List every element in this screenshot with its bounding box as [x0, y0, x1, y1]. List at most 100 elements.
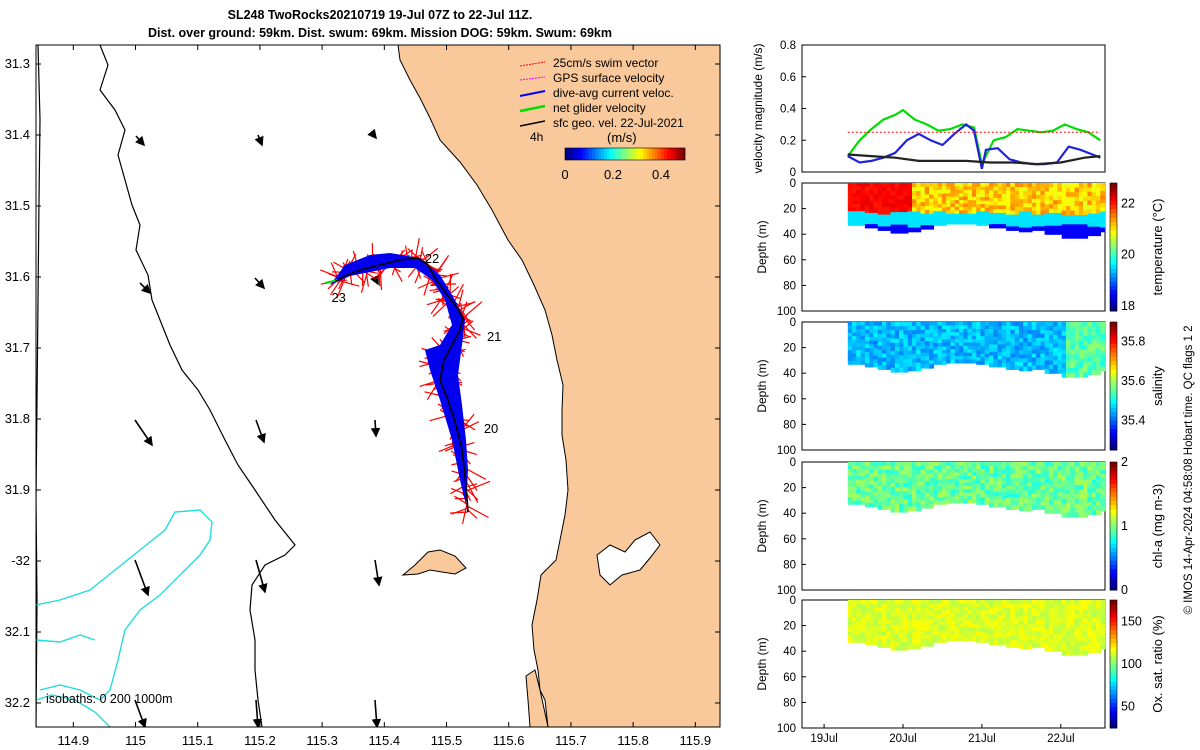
heatmap-cell	[1057, 625, 1063, 631]
heatmap-cell	[1023, 478, 1029, 483]
heatmap-cell	[1036, 329, 1042, 335]
heatmap-cell	[1074, 627, 1080, 633]
depth-ytick: 100	[777, 306, 796, 318]
heatmap-cell	[1096, 231, 1101, 237]
heatmap-cell	[877, 329, 883, 335]
heatmap-cell	[864, 629, 870, 635]
heatmap-cell	[1061, 331, 1067, 337]
heatmap-cell	[1070, 471, 1076, 477]
heatmap-cell	[950, 620, 956, 625]
heatmap-cell	[1036, 333, 1042, 339]
heatmap-cell	[993, 212, 999, 218]
heatmap-cell	[1014, 357, 1020, 362]
swim-vector	[453, 283, 464, 304]
heatmap-cell	[852, 621, 857, 626]
heatmap-cell	[1061, 215, 1067, 221]
heatmap-cell	[1053, 646, 1059, 652]
heatmap-cell	[1057, 646, 1063, 652]
heatmap-cell	[1031, 505, 1037, 510]
heatmap-cell	[993, 344, 999, 349]
heatmap-cell	[860, 631, 866, 636]
heatmap-cell	[1010, 206, 1016, 212]
heatmap-cell	[950, 193, 956, 198]
heatmap-cell	[860, 610, 866, 615]
depth-ytick: 60	[783, 534, 796, 546]
heatmap-cell	[984, 221, 990, 226]
heatmap-cell	[877, 337, 883, 343]
heatmap-cell	[980, 322, 986, 327]
heatmap-cell	[1044, 351, 1050, 357]
heatmap-cell	[1010, 337, 1016, 343]
heatmap-cell	[1057, 496, 1063, 501]
heatmap-cell	[1057, 195, 1063, 201]
heatmap-cell	[963, 465, 969, 470]
heatmap-cell	[1036, 226, 1042, 231]
heatmap-cell	[886, 353, 892, 359]
heatmap-cell	[903, 482, 909, 488]
heatmap-cell	[1001, 495, 1007, 500]
heatmap-cell	[1074, 363, 1080, 369]
heatmap-cell	[907, 183, 913, 188]
heatmap-cell	[976, 628, 982, 633]
heatmap-cell	[929, 206, 935, 211]
heatmap-cell	[929, 500, 935, 505]
heatmap-cell	[873, 465, 879, 470]
heatmap-cell	[1006, 643, 1012, 648]
heatmap-cell	[1074, 484, 1080, 491]
geo-velocity-arrow	[255, 559, 268, 594]
heatmap-cell	[1100, 636, 1106, 642]
heatmap-cell	[1027, 604, 1033, 609]
heatmap-cell	[1031, 365, 1037, 370]
heatmap-cell	[1010, 333, 1016, 339]
heatmap-cell	[959, 603, 964, 608]
heatmap-cell	[941, 204, 947, 209]
heatmap-cell	[852, 479, 857, 484]
heatmap-cell	[924, 190, 930, 196]
heatmap-cell	[877, 607, 883, 613]
heatmap-cell	[869, 183, 875, 188]
heatmap-cell	[980, 614, 986, 619]
heatmap-cell	[993, 465, 999, 470]
heatmap-cell	[997, 622, 1003, 627]
heatmap-cell	[920, 465, 926, 471]
heatmap-cell	[1031, 222, 1037, 227]
heatmap-cell	[1066, 349, 1071, 355]
heatmap-cell	[967, 332, 973, 337]
lon-tick-label: 115.7	[555, 733, 587, 748]
heatmap-cell	[1040, 623, 1046, 629]
heatmap-cell	[997, 607, 1003, 612]
heatmap-cell	[993, 626, 999, 631]
heatmap-cell	[967, 623, 973, 628]
heatmap-cell	[1048, 634, 1054, 639]
heatmap-cell	[1040, 349, 1046, 355]
heatmap-cell	[894, 359, 900, 365]
heatmap-cell	[894, 224, 900, 230]
heatmap-cell	[852, 462, 857, 467]
heatmap-cell	[980, 631, 986, 636]
heatmap-cell	[1027, 199, 1033, 204]
heatmap-cell	[1087, 479, 1093, 485]
heatmap-cell	[950, 485, 956, 490]
heatmap-cell	[856, 183, 862, 188]
heatmap-cell	[1091, 200, 1097, 206]
heatmap-cell	[1027, 600, 1033, 605]
heatmap-cell	[864, 355, 870, 360]
heatmap-cell	[1044, 204, 1050, 210]
heatmap-cell	[1083, 462, 1089, 468]
heatmap-cell	[1019, 490, 1024, 496]
heatmap-cell	[1091, 488, 1097, 494]
legend-current-velocity: dive-avg current veloc.	[519, 86, 674, 100]
heatmap-cell	[1070, 344, 1076, 351]
heatmap-cell	[916, 211, 922, 217]
heatmap-cell	[1027, 358, 1033, 364]
heatmap-cell	[933, 462, 939, 467]
heatmap-cell	[1100, 632, 1106, 638]
heatmap-cell	[1001, 205, 1007, 210]
heatmap-cell	[1070, 475, 1076, 481]
heatmap-cell	[997, 183, 1003, 188]
heatmap-cell	[954, 606, 960, 611]
geo-velocity-arrow	[370, 419, 381, 438]
heatmap-cell	[997, 611, 1003, 616]
heatmap-cell	[903, 363, 909, 369]
